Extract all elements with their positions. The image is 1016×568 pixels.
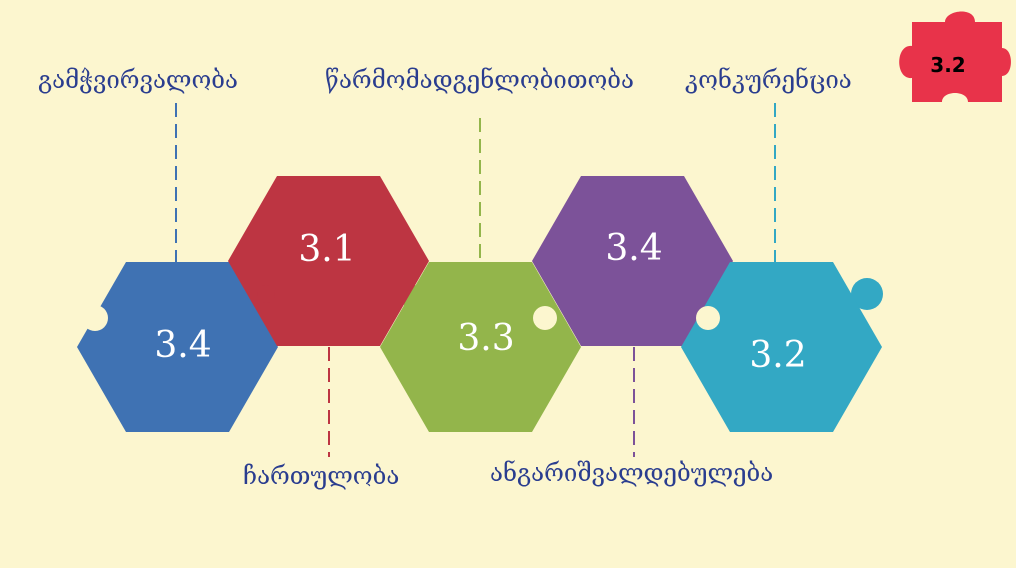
hex-blue: [77, 262, 278, 432]
label-competition: კონკურენცია: [685, 66, 852, 94]
label-representativeness: წარმომადგენლობითობა: [325, 66, 634, 94]
notch-teal: [696, 306, 720, 330]
puzzle-badge: 3.2: [899, 11, 1011, 103]
notch-red-bottom: [257, 285, 275, 303]
hex-green: [380, 262, 581, 432]
label-accountability: ანგარიშვალდებულება: [490, 459, 773, 487]
hex-teal: [681, 262, 882, 432]
hex-red: [228, 176, 429, 346]
hex-green-label: 3.3: [457, 318, 514, 359]
hex-teal-label: 3.2: [749, 335, 806, 376]
hex-purple-label: 3.4: [605, 228, 662, 269]
puzzle-piece-icon: [899, 11, 1011, 103]
hex-purple: [532, 176, 733, 346]
notch-blue: [82, 305, 108, 331]
knob-teal-right: [851, 278, 883, 310]
notch-purple: [533, 306, 557, 330]
hex-red-label: 3.1: [298, 229, 355, 270]
hex-blue-label: 3.4: [154, 325, 211, 366]
label-transparency: გამჭვირვალობა: [38, 66, 238, 94]
label-participation: ჩართულობა: [243, 462, 399, 490]
badge-label: 3.2: [930, 53, 965, 77]
